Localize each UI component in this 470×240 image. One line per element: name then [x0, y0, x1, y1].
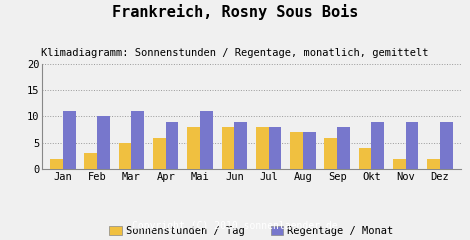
Bar: [63, 111, 76, 169]
Bar: [371, 122, 384, 169]
Bar: [256, 127, 268, 169]
Bar: [427, 159, 440, 169]
Bar: [119, 143, 132, 169]
Bar: [268, 127, 281, 169]
Bar: [337, 127, 350, 169]
Bar: [85, 153, 97, 169]
Bar: [200, 111, 213, 169]
Bar: [359, 148, 371, 169]
Text: Copyright (C) 2010 sonnenlaender.de: Copyright (C) 2010 sonnenlaender.de: [132, 221, 338, 231]
Bar: [303, 132, 315, 169]
Bar: [188, 127, 200, 169]
Bar: [406, 122, 418, 169]
Bar: [290, 132, 303, 169]
Bar: [324, 138, 337, 169]
Bar: [393, 159, 406, 169]
Text: Klimadiagramm: Sonnenstunden / Regentage, monatlich, gemittelt: Klimadiagramm: Sonnenstunden / Regentage…: [41, 48, 429, 58]
Legend: Sonnenstunden / Tag, Regentage / Monat: Sonnenstunden / Tag, Regentage / Monat: [105, 222, 398, 240]
Bar: [440, 122, 453, 169]
Bar: [235, 122, 247, 169]
Bar: [97, 116, 110, 169]
Bar: [153, 138, 166, 169]
Bar: [50, 159, 63, 169]
Bar: [166, 122, 179, 169]
Bar: [222, 127, 235, 169]
Text: Frankreich, Rosny Sous Bois: Frankreich, Rosny Sous Bois: [112, 4, 358, 20]
Bar: [132, 111, 144, 169]
